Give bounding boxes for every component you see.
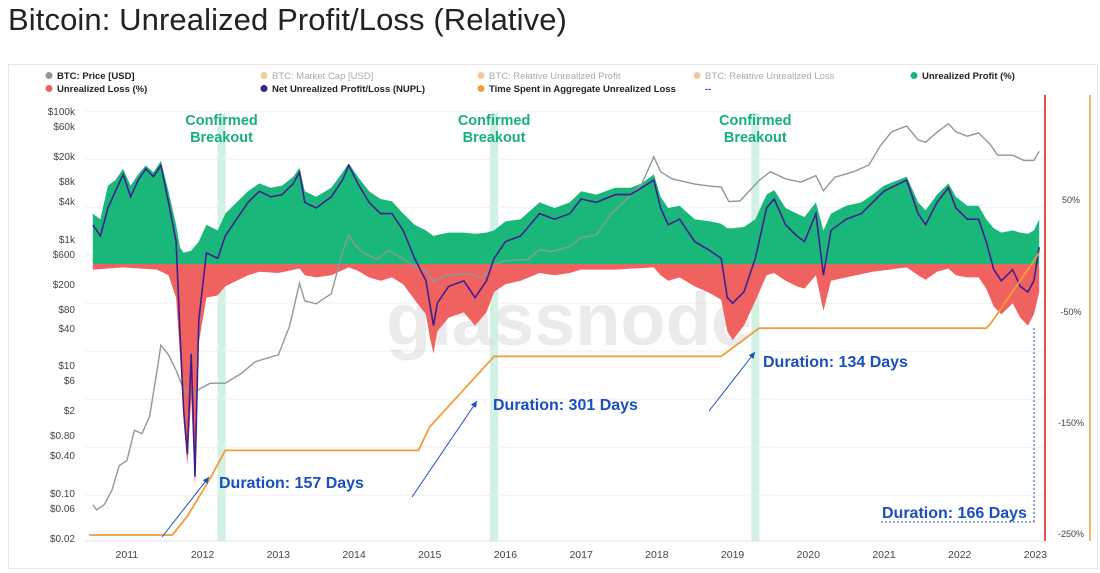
y-left-tick-label: $0.06 [50, 504, 75, 515]
x-tick-label: 2019 [721, 549, 745, 561]
axes: $100k $60k $20k $8k $4k $1k $600 $200 $80 $40 $10 $… [48, 95, 1091, 561]
x-tick-label: 2017 [569, 549, 593, 561]
legend-swatch-icon [45, 85, 53, 92]
time-spent-in-loss-line [89, 252, 1040, 536]
legend-item: BTC: Market Cap [USD] [260, 71, 373, 82]
arrow-head-icon [748, 352, 755, 359]
legend-item: Net Unrealized Profit/Loss (NUPL) [260, 84, 425, 95]
duration-label: Duration: 157 Days [219, 475, 364, 492]
legend-label: BTC: Market Cap [USD] [272, 71, 373, 82]
breakout-label-line2: Breakout [463, 130, 526, 146]
series-lines [89, 122, 1040, 536]
legend-swatch-icon [260, 72, 268, 79]
breakout-label-line2: Breakout [190, 130, 253, 146]
legend-label: BTC: Relative Unrealized Loss [705, 71, 835, 82]
y-left-tick-label: $20k [53, 152, 76, 163]
legend-item: Unrealized Profit (%) [910, 71, 1015, 82]
legend-swatch-icon [260, 85, 268, 92]
x-tick-label: 2020 [797, 549, 821, 561]
y-right-tick-label: -250% [1058, 529, 1084, 539]
y-left-tick-label: $0.02 [50, 534, 75, 545]
legend-item: BTC: Price [USD] [45, 71, 135, 82]
breakout-label-line1: Confirmed [458, 113, 531, 129]
legend-label: Unrealized Profit (%) [922, 71, 1015, 82]
legend-label: -- [705, 84, 711, 95]
breakout-band [751, 113, 760, 541]
legend-label: BTC: Price [USD] [57, 71, 135, 82]
legend-label: Net Unrealized Profit/Loss (NUPL) [272, 84, 425, 95]
legend-label: Unrealized Loss (%) [57, 84, 147, 95]
annotations: ConfirmedBreakoutConfirmedBreakoutConfir… [161, 113, 1035, 538]
duration-label: Duration: 166 Days [882, 505, 1027, 522]
unrealized-loss-area [92, 264, 1040, 488]
x-tick-label: 2013 [267, 549, 291, 561]
y-left-tick-label: $0.80 [50, 431, 75, 442]
y-left-tick-label: $6 [64, 376, 76, 387]
breakout-label-line2: Breakout [724, 130, 787, 146]
breakout-label-line1: Confirmed [719, 113, 792, 129]
y-left-tick-label: $10 [58, 361, 75, 372]
y-left-tick-label: $2 [64, 406, 76, 417]
breakout-label-line1: Confirmed [185, 113, 258, 129]
y-left-tick-label: $8k [59, 177, 76, 188]
x-tick-label: 2011 [116, 549, 139, 561]
x-tick-label: 2021 [872, 549, 896, 561]
page-title: Bitcoin: Unrealized Profit/Loss (Relativ… [8, 2, 567, 37]
y-left-tick-label: $1k [59, 235, 76, 246]
breakout-band [490, 113, 499, 541]
y-left-tick-label: $0.40 [50, 451, 75, 462]
legend: BTC: Price [USD] BTC: Market Cap [USD] BTC… [45, 71, 1015, 95]
legend-item: BTC: Relative Unrealized Loss [693, 71, 835, 82]
x-tick-label: 2014 [342, 549, 366, 561]
y-left-tick-label: $600 [53, 250, 76, 261]
x-tick-label: 2016 [494, 549, 518, 561]
x-tick-label: 2022 [948, 549, 972, 561]
unrealized-profit-area [92, 161, 1040, 264]
arrow-head-icon [470, 401, 477, 408]
chart-frame: BTC: Price [USD] BTC: Market Cap [USD] BTC… [8, 64, 1098, 569]
x-tick-label: 2018 [645, 549, 669, 561]
legend-swatch-icon [477, 72, 485, 79]
profit-loss-areas [92, 161, 1040, 488]
y-right-tick-label: -150% [1058, 418, 1084, 428]
legend-swatch-icon [477, 85, 485, 92]
legend-item: -- [705, 84, 711, 95]
y-left-tick-label: $0.10 [50, 489, 75, 500]
duration-arrow [708, 351, 756, 412]
legend-swatch-icon [693, 72, 701, 79]
legend-swatch-icon [45, 72, 53, 79]
duration-arrow [161, 476, 210, 538]
legend-item: Time Spent in Aggregate Unrealized Loss [477, 84, 676, 95]
legend-label: BTC: Relative Unrealized Profit [489, 71, 621, 82]
legend-label: Time Spent in Aggregate Unrealized Loss [489, 84, 676, 95]
duration-label: Duration: 134 Days [763, 354, 908, 371]
y-left-tick-label: $40 [58, 324, 75, 335]
x-tick-label: 2012 [191, 549, 215, 561]
y-left-tick-label: $4k [59, 197, 76, 208]
y-left-tick-label: $200 [53, 280, 76, 291]
y-left-tick-label: $80 [58, 305, 75, 316]
y-left-tick-label: $60k [53, 122, 76, 133]
duration-arrow [411, 400, 478, 498]
breakout-band [217, 113, 226, 541]
chart-svg: BTC: Price [USD] BTC: Market Cap [USD] BTC… [45, 71, 1091, 561]
x-tick-label: 2023 [1024, 549, 1048, 561]
y-right-tick-label: 50% [1062, 195, 1080, 205]
y-right-tick-label: -50% [1060, 307, 1081, 317]
breakout-bands [217, 113, 760, 541]
x-tick-label: 2015 [418, 549, 442, 561]
legend-item: Unrealized Loss (%) [45, 84, 147, 95]
nupl-line [92, 163, 1040, 477]
legend-item: BTC: Relative Unrealized Profit [477, 71, 621, 82]
legend-swatch-icon [910, 72, 918, 79]
duration-label: Duration: 301 Days [493, 397, 638, 414]
y-left-tick-label: $100k [48, 107, 76, 118]
arrow-head-icon [202, 477, 209, 484]
